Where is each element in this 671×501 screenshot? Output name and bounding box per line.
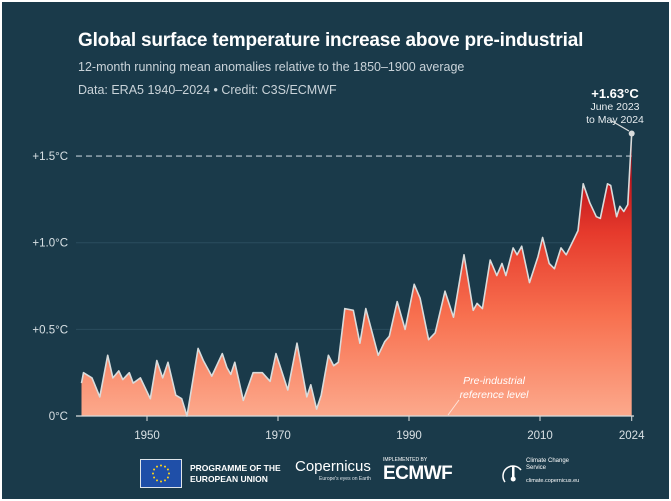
annotation-value: +1.63°C	[591, 86, 639, 101]
eu-star	[156, 479, 158, 482]
eu-star	[156, 465, 158, 468]
eu-star	[160, 480, 162, 483]
reference-leader-line	[447, 399, 460, 416]
implemented-by: IMPLEMENTED BY	[383, 457, 428, 463]
x-tick-label: 1950	[134, 430, 160, 442]
eu-star	[164, 479, 166, 482]
data-credit: Data: ERA5 1940–2024 • Credit: C3S/ECMWF	[78, 83, 337, 97]
x-tick-label: 2010	[527, 430, 553, 442]
annotation-leader-line	[609, 119, 630, 132]
x-tick-label: 2024	[619, 430, 645, 442]
eu-star	[164, 465, 166, 468]
ecmwf-logo: IMPLEMENTED BY ECMWF	[383, 457, 453, 485]
y-tick-label: +1.0°C	[32, 238, 68, 250]
eu-star	[166, 468, 169, 471]
x-tick-label: 1970	[265, 430, 291, 442]
latest-value-annotation: +1.63°C June 2023 to May 2024	[570, 86, 660, 127]
temperature-line	[80, 133, 633, 417]
eu-star	[153, 476, 156, 479]
eu-line2: EUROPEAN UNION	[190, 474, 268, 484]
eu-star	[168, 472, 170, 475]
copernicus-name: Copernicus	[295, 458, 371, 475]
eu-flag-logo	[140, 459, 182, 488]
y-tick-label: +1.5°C	[32, 151, 68, 163]
copernicus-logo: Copernicus Europe's eyes on Earth	[295, 458, 371, 482]
eu-star	[160, 464, 162, 467]
chart-subtitle: 12-month running mean anomalies relative…	[78, 60, 465, 74]
chart-title: Global surface temperature increase abov…	[78, 30, 584, 51]
latest-value-point	[628, 130, 635, 137]
copernicus-tagline: Europe's eyes on Earth	[319, 476, 371, 482]
thermometer-cloud-icon	[502, 465, 522, 483]
eu-programme-text: PROGRAMME OF THE EUROPEAN UNION	[190, 463, 281, 485]
y-tick-label: 0°C	[49, 411, 68, 423]
temperature-area	[81, 133, 632, 416]
eu-star	[152, 472, 154, 475]
reference-label-line2: reference level	[460, 389, 530, 401]
eu-star	[153, 468, 156, 471]
annotation-period-start: June 2023	[590, 101, 640, 113]
c3s-url: climate.copernicus.eu	[526, 478, 580, 484]
c3s-name: Climate Change Service	[526, 458, 570, 471]
y-tick-label: +0.5°C	[32, 324, 68, 336]
reference-label-line1: Pre-industrial	[463, 375, 526, 387]
eu-star	[166, 476, 169, 479]
eu-line1: PROGRAMME OF THE	[190, 463, 281, 473]
annotation-period-end: to May 2024	[586, 114, 644, 126]
ecmwf-name: ECMWF	[383, 463, 453, 484]
footer-logos: PROGRAMME OF THE EUROPEAN UNION Copernic…	[0, 452, 671, 492]
x-tick-label: 1990	[396, 430, 422, 442]
